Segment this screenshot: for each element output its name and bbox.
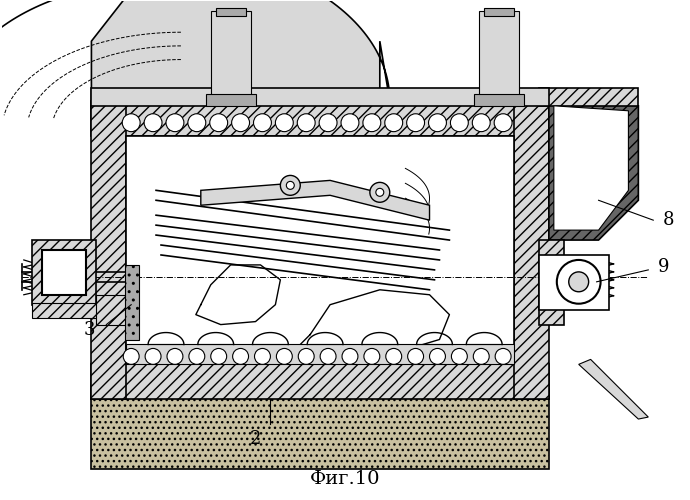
- Circle shape: [406, 114, 424, 132]
- Circle shape: [408, 348, 424, 364]
- Bar: [126, 136, 514, 364]
- Circle shape: [320, 348, 336, 364]
- Circle shape: [255, 348, 270, 364]
- Bar: [91, 88, 549, 106]
- Circle shape: [472, 114, 490, 132]
- Circle shape: [364, 348, 380, 364]
- Circle shape: [341, 114, 359, 132]
- Circle shape: [451, 114, 469, 132]
- Circle shape: [473, 348, 489, 364]
- Circle shape: [233, 348, 248, 364]
- Circle shape: [495, 348, 511, 364]
- Circle shape: [370, 182, 390, 203]
- Circle shape: [144, 114, 162, 132]
- Circle shape: [451, 348, 467, 364]
- Bar: [91, 364, 549, 399]
- Text: 9: 9: [658, 258, 670, 276]
- Circle shape: [428, 114, 446, 132]
- Circle shape: [557, 260, 600, 304]
- Bar: [480, 12, 519, 101]
- Text: 8: 8: [663, 211, 675, 229]
- Bar: [539, 255, 609, 310]
- Circle shape: [385, 114, 403, 132]
- Circle shape: [275, 114, 293, 132]
- Bar: [125, 265, 139, 340]
- Circle shape: [342, 348, 358, 364]
- Text: Фиг.10: Фиг.10: [310, 470, 380, 488]
- Bar: [126, 344, 514, 364]
- Polygon shape: [579, 360, 649, 419]
- Bar: [484, 8, 514, 16]
- Circle shape: [232, 114, 250, 132]
- Circle shape: [569, 272, 589, 292]
- Circle shape: [280, 176, 300, 196]
- Bar: [91, 389, 549, 469]
- Circle shape: [376, 188, 384, 196]
- Circle shape: [286, 182, 294, 190]
- Polygon shape: [91, 0, 390, 111]
- Bar: [539, 88, 638, 106]
- Circle shape: [297, 114, 315, 132]
- Circle shape: [210, 348, 226, 364]
- Bar: [91, 101, 549, 136]
- Bar: [32, 240, 97, 304]
- Circle shape: [363, 114, 381, 132]
- Bar: [97, 294, 128, 324]
- Circle shape: [124, 348, 139, 364]
- Bar: [41, 250, 86, 294]
- Polygon shape: [549, 101, 638, 240]
- Circle shape: [253, 114, 271, 132]
- Polygon shape: [201, 180, 430, 220]
- Bar: [91, 101, 126, 399]
- Polygon shape: [554, 106, 629, 230]
- Circle shape: [167, 348, 183, 364]
- Circle shape: [298, 348, 314, 364]
- Circle shape: [494, 114, 512, 132]
- Circle shape: [122, 114, 140, 132]
- Bar: [32, 302, 101, 318]
- Circle shape: [277, 348, 293, 364]
- Circle shape: [166, 114, 184, 132]
- Circle shape: [430, 348, 446, 364]
- Bar: [216, 8, 246, 16]
- Bar: [210, 12, 250, 101]
- Circle shape: [189, 348, 205, 364]
- Circle shape: [210, 114, 228, 132]
- Text: 2: 2: [250, 430, 262, 448]
- Text: 3: 3: [83, 320, 95, 338]
- Bar: [474, 94, 524, 106]
- Bar: [539, 240, 564, 324]
- Bar: [206, 94, 255, 106]
- Circle shape: [319, 114, 337, 132]
- Circle shape: [188, 114, 206, 132]
- Bar: [514, 101, 549, 399]
- Circle shape: [145, 348, 161, 364]
- Circle shape: [386, 348, 402, 364]
